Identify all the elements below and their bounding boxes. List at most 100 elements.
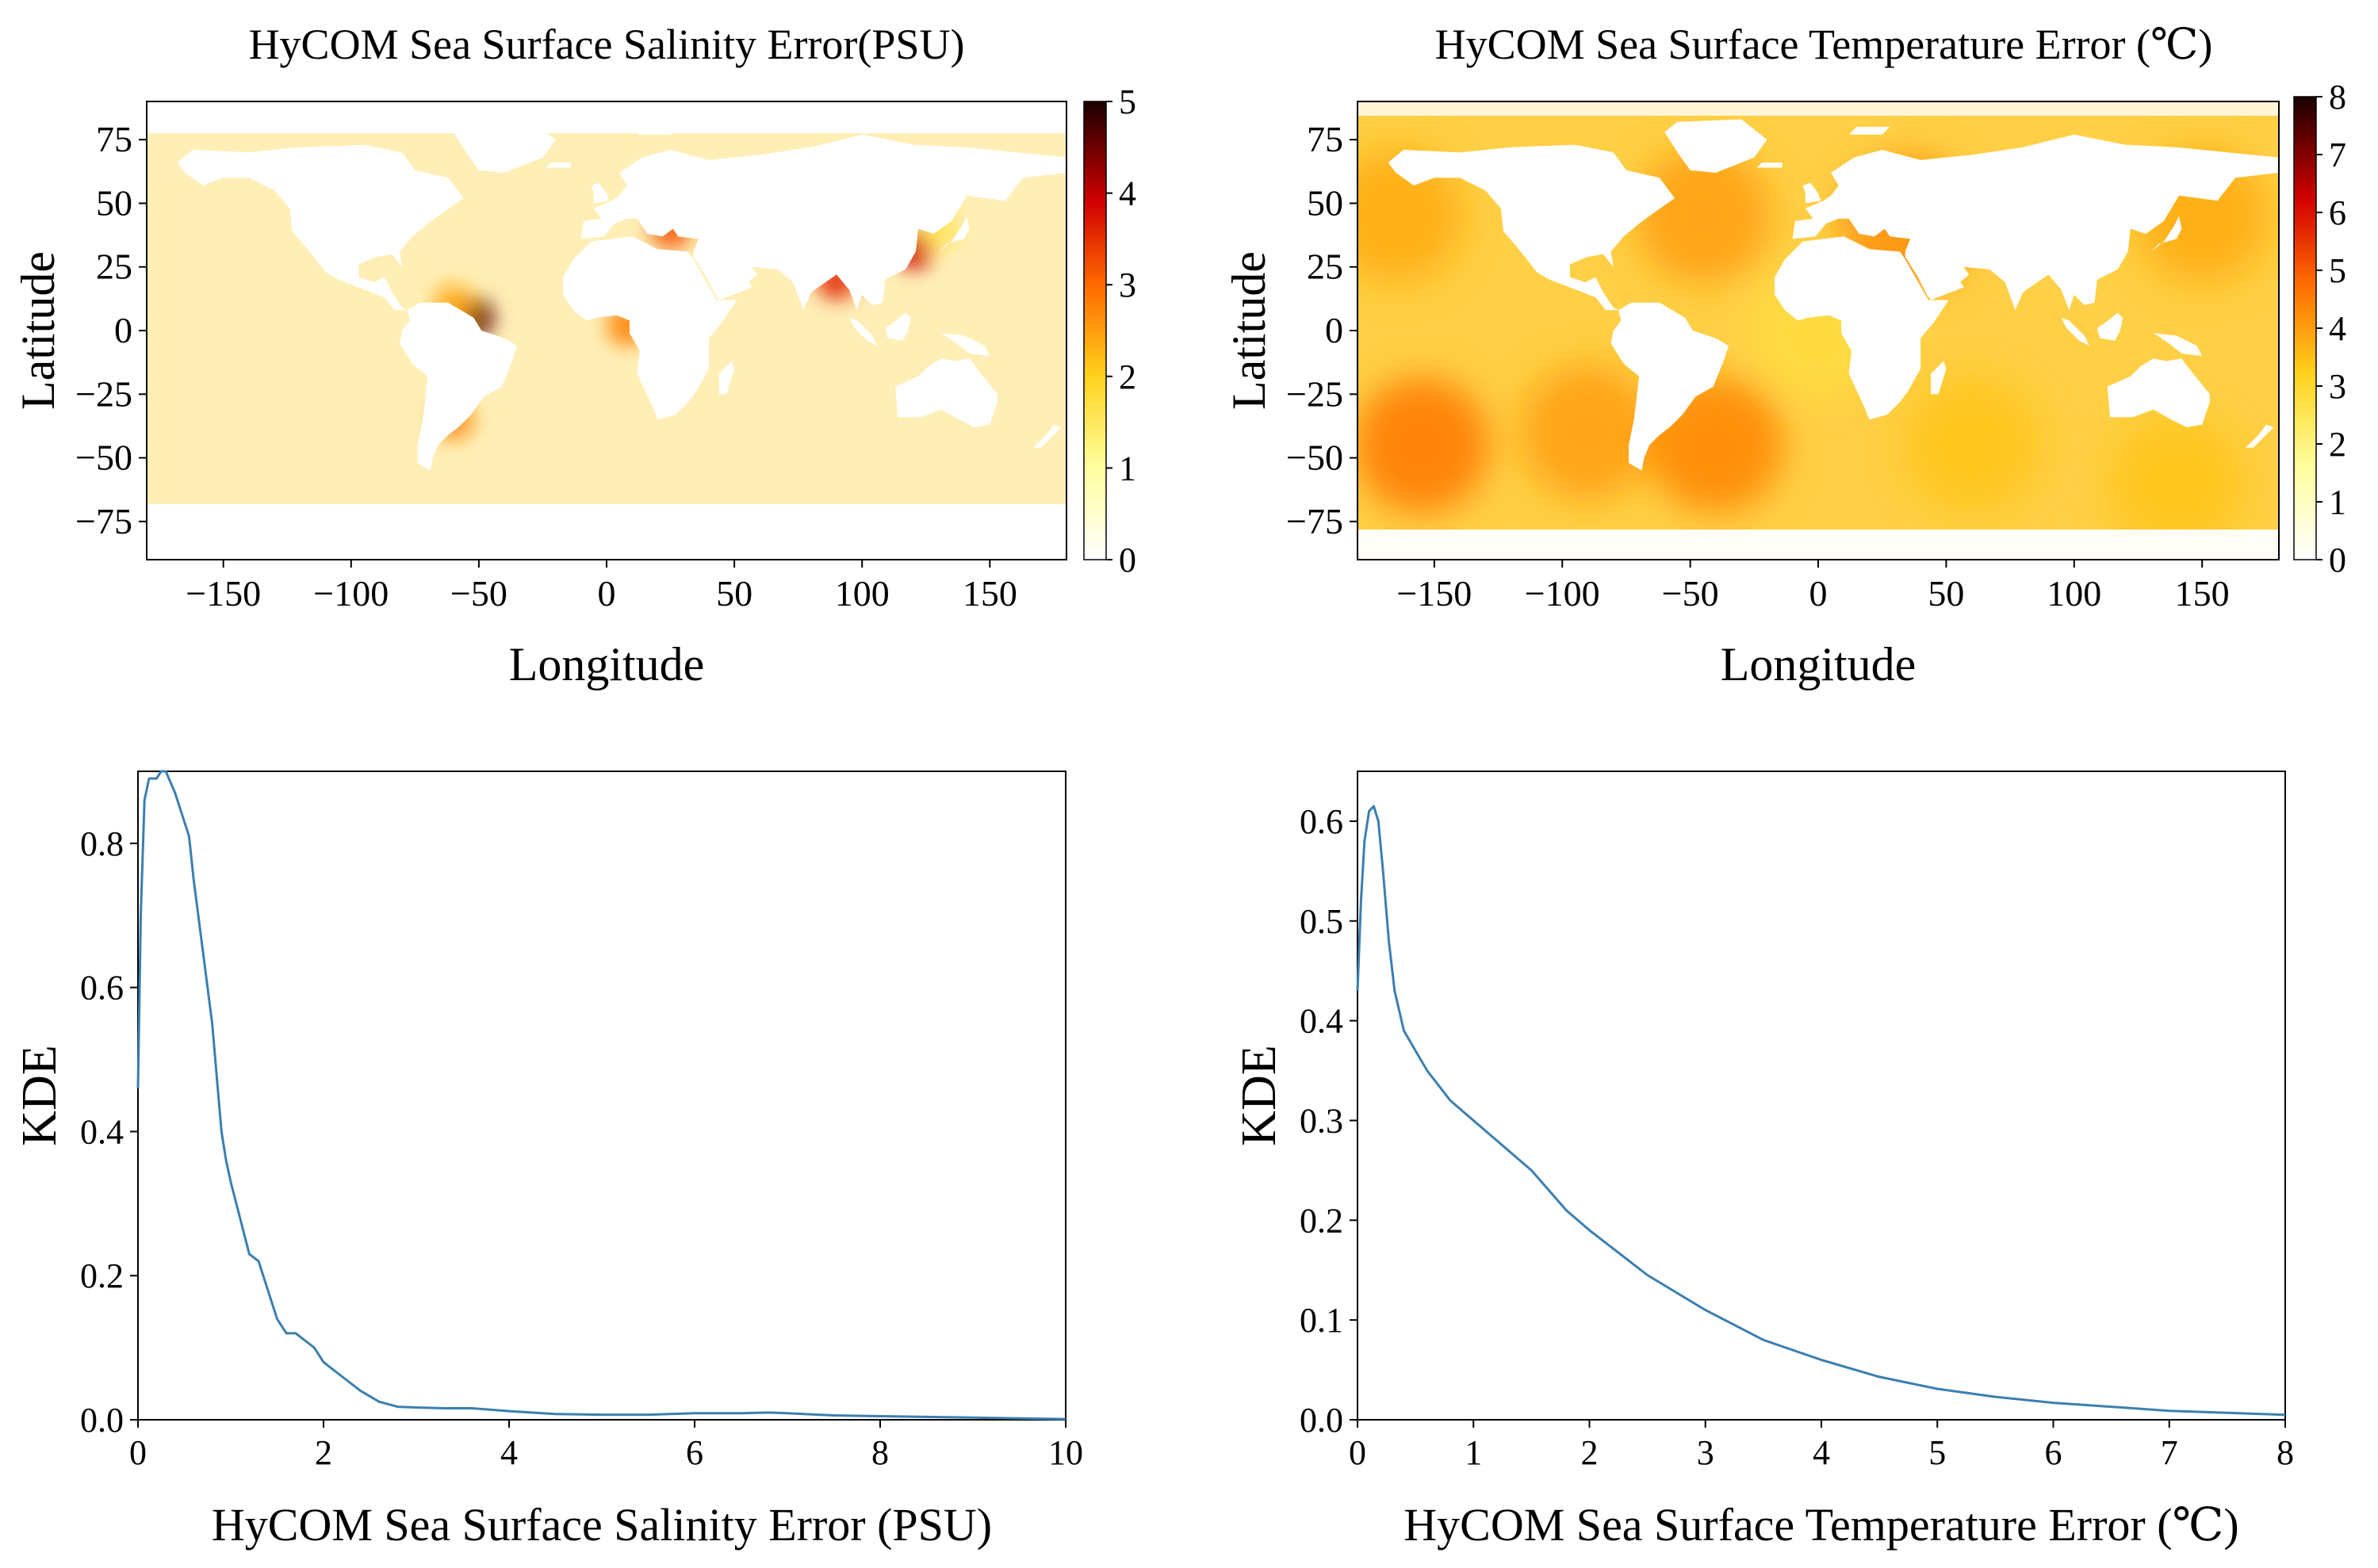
sst-map-land-iceland [1756, 163, 1783, 168]
sss-kde-xtick-label: 2 [315, 1433, 332, 1472]
sss-map-title: HyCOM Sea Surface Salinity Error(PSU) [249, 21, 965, 68]
sst-map-ytick-label: −50 [1286, 438, 1343, 478]
sst-map-colorbar-tick-label: 5 [2329, 251, 2346, 290]
sss-kde-ytick-label: 0.8 [80, 824, 124, 863]
sss-map-colorbar-tick-label: 0 [1119, 541, 1136, 579]
sst-map-land-new-zealand [2246, 424, 2274, 448]
sss-map-colorbar-tick-label: 1 [1119, 449, 1136, 488]
sss-map-axes: −150 −100 −50 0 50 100 150 75 50 25 0 −25 −50 −75 [75, 119, 1017, 614]
sss-kde-curve [136, 770, 1066, 1421]
sst-kde-ytick-label: 0.1 [1300, 1301, 1343, 1340]
sst-kde-xtick-label: 5 [1928, 1433, 1946, 1472]
sss-map-land-south-america [400, 302, 518, 471]
sss-kde-xtick-label: 10 [1048, 1433, 1083, 1472]
sst-colorbar [2293, 96, 2317, 560]
sst-kde-panel: 0 1 2 3 4 5 6 7 8 0.0 0.1 0.2 0.3 0.4 0.5 0.6 HyCOM Sea… [1232, 771, 2294, 1551]
sss-map-colorbar-tick-label: 3 [1119, 266, 1136, 304]
sst-kde-xtick-label: 6 [2045, 1433, 2062, 1472]
sss-map-ytick-label: −25 [75, 373, 132, 414]
sst-kde-xlabel: HyCOM Sea Surface Temperature Error (℃) [1403, 1499, 2238, 1551]
sst-map-hotspot [1904, 377, 2039, 513]
sst-colorbar-ticks: 8 7 6 5 4 3 2 1 0 [2316, 78, 2346, 579]
sss-kde-frame [137, 771, 1066, 1421]
sss-kde-ylabel: KDE [13, 1045, 67, 1145]
sss-map-land-borneo [885, 312, 911, 341]
sss-map-land-sumatra [849, 317, 878, 346]
sss-map-xtick-label: −100 [313, 573, 389, 614]
sst-map-ytick-label: −75 [1286, 501, 1343, 541]
sst-map-polar-north [1357, 101, 2279, 116]
sss-map-xtick-label: 150 [963, 573, 1017, 614]
sst-map-land-sumatra [2061, 317, 2090, 346]
sst-map-land-japan [2150, 216, 2182, 252]
sst-map-colorbar-tick-label: 3 [2329, 367, 2346, 406]
sst-kde-ytick-label: 0.3 [1300, 1101, 1343, 1140]
sst-map-land-south-america [1610, 302, 1729, 471]
sss-map-land-uk [591, 182, 610, 204]
sst-map-data-layer [1357, 101, 2279, 560]
sst-map-colorbar-tick-label: 4 [2329, 309, 2346, 348]
sss-map-land-australia [895, 358, 998, 427]
sss-map-colorbar-tick-label: 2 [1119, 358, 1136, 396]
sss-map-xtick-label: −50 [450, 573, 507, 614]
sst-map-xtick-label: 50 [1928, 573, 1964, 614]
sss-kde-xtick-label: 8 [871, 1433, 889, 1472]
sst-map-xtick-label: −50 [1662, 573, 1719, 614]
sss-map-land-new-guinea [941, 333, 990, 357]
sst-map-axes: −150 −100 −50 0 50 100 150 75 50 25 0 −25 −50 −75 [1286, 119, 2230, 614]
sst-map-land-new-guinea [2153, 333, 2203, 357]
sst-map-xtick-label: 150 [2175, 573, 2230, 614]
sst-kde-xtick-label: 8 [2277, 1433, 2294, 1472]
sst-map-colorbar-tick-label: 7 [2329, 136, 2346, 174]
sss-map-polar-north [147, 101, 1066, 133]
sss-map-land-madagascar [718, 361, 735, 395]
sst-map-hotspot [1357, 148, 1464, 284]
sss-map-land-africa [563, 236, 737, 420]
sss-map-land-japan [938, 216, 970, 252]
sst-map-panel: HyCOM Sea Surface Temperature Error (℃) … [1223, 21, 2346, 690]
sss-kde-ytick-label: 0.6 [80, 969, 124, 1008]
sst-map-colorbar-tick-label: 1 [2329, 483, 2346, 522]
sst-map-hotspot [1635, 148, 1771, 284]
sst-kde-xtick-label: 1 [1465, 1433, 1482, 1472]
sss-map-xtick-label: −150 [186, 573, 261, 614]
sss-kde-xtick-label: 0 [129, 1433, 147, 1472]
sst-kde-xtick-label: 7 [2161, 1433, 2178, 1472]
sst-map-xlabel: Longitude [1721, 638, 1917, 690]
sss-map-ytick-label: 0 [114, 310, 132, 350]
sss-map-xtick-label: 0 [598, 573, 616, 614]
sss-map-ytick-label: 25 [96, 247, 132, 287]
sst-map-xtick-label: −100 [1525, 573, 1600, 614]
sst-map-land-madagascar [1931, 361, 1947, 395]
sss-kde-panel: 0 2 4 6 8 10 0.0 0.2 0.4 0.6 0.8 HyCOM Sea Surface… [13, 770, 1083, 1551]
sss-colorbar-ticks: 5 4 3 2 1 0 [1106, 82, 1136, 579]
sss-map-ytick-label: 75 [96, 119, 132, 159]
sst-map-colorbar-tick-label: 6 [2329, 193, 2346, 232]
sst-map-land-borneo [2097, 312, 2123, 341]
sst-kde-ytick-label: 0.5 [1300, 902, 1343, 941]
sst-kde-plot: 0 1 2 3 4 5 6 7 8 0.0 0.1 0.2 0.3 0.4 0.5 0.6 [1300, 802, 2294, 1472]
sst-map-colorbar-tick-label: 2 [2329, 425, 2346, 464]
sst-map-hotspot [2108, 415, 2244, 551]
sst-map-land-north-america [1388, 144, 1675, 311]
sss-map-ylabel: Latitude [12, 251, 64, 410]
sss-map-colorbar-tick-label: 5 [1119, 82, 1136, 121]
sst-map-land-uk [1802, 182, 1821, 204]
sss-map-ytick-label: 50 [96, 182, 132, 223]
sst-map-ylabel: Latitude [1223, 251, 1275, 410]
sss-colorbar [1083, 101, 1107, 560]
sst-kde-xtick-label: 2 [1581, 1433, 1599, 1472]
sst-map-ytick-label: 50 [1307, 182, 1343, 223]
sss-map-polar-south [147, 504, 1066, 560]
sst-kde-xtick-label: 4 [1813, 1433, 1830, 1472]
sst-map-land [1388, 119, 2279, 471]
sss-map-land-arabia [695, 254, 758, 298]
sst-map-colorbar-tick-label: 8 [2329, 78, 2346, 117]
sss-kde-ytick-label: 0.0 [80, 1401, 124, 1440]
sst-kde-xtick-label: 0 [1349, 1433, 1366, 1472]
sss-kde-ytick-label: 0.4 [80, 1112, 124, 1151]
sss-kde-xtick-label: 4 [500, 1433, 518, 1472]
sss-map-ytick-label: −75 [75, 501, 132, 541]
sst-map-polar-south [1357, 530, 2279, 560]
